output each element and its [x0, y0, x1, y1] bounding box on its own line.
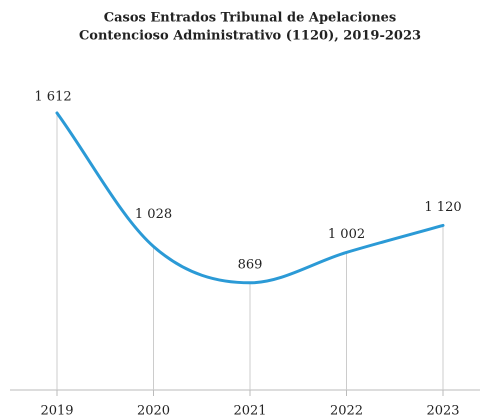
data-label: 869: [238, 257, 263, 272]
x-tick-label: 2019: [40, 404, 73, 419]
data-label: 1 120: [424, 200, 461, 215]
chart-title: Casos Entrados Tribunal de Apelaciones: [104, 11, 397, 26]
x-tick-label: 2023: [426, 404, 459, 419]
data-label: 1 612: [34, 89, 71, 104]
data-label: 1 002: [328, 227, 365, 242]
line: [55, 111, 445, 285]
x-tick-label: 2022: [330, 404, 363, 419]
x-tick-label: 2020: [137, 404, 170, 419]
chart-title: Contencioso Administrativo (1120), 2019-…: [79, 29, 421, 44]
x-tick-label: 2021: [233, 404, 266, 419]
data-label: 1 028: [135, 207, 172, 222]
